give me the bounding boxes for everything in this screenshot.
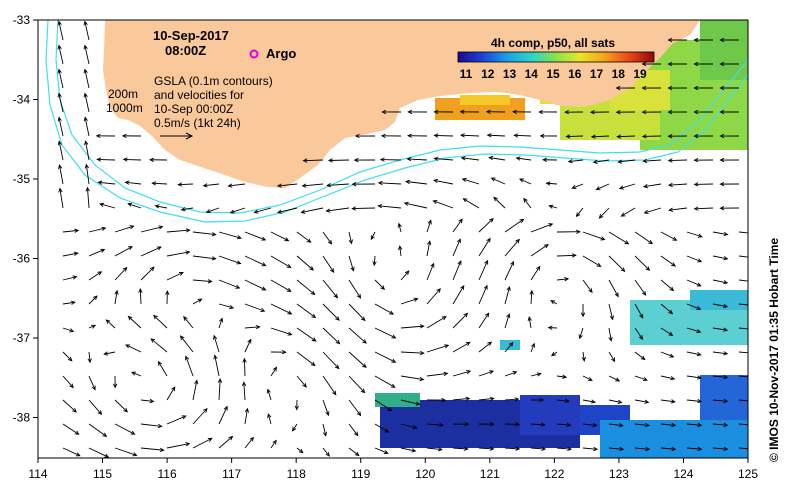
sst-patch-mid-2 [700, 375, 748, 420]
x-tick-label: 119 [351, 467, 370, 481]
sst-patch-orange-2 [460, 95, 510, 105]
colorbar-tick-label: 14 [525, 67, 539, 81]
x-tick-label: 120 [415, 467, 435, 481]
legend-line-4: 0.5m/s (1kt 24h) [154, 116, 241, 130]
x-tick-label: 115 [93, 467, 112, 481]
y-tick-label: -38 [13, 411, 31, 425]
colorbar-tick-label: 11 [460, 67, 473, 81]
y-tick-label: -36 [13, 252, 31, 266]
x-tick-label: 121 [480, 467, 500, 481]
x-axis-ticks: 114 115 116 117 118 119 120 121 122 123 124 125 [28, 458, 758, 481]
legend-line-2: and velocities for [154, 88, 244, 102]
x-tick-label: 117 [222, 467, 241, 481]
legend-line-3: 10-Sep 00:00Z [154, 102, 233, 116]
isobath-label-1000m: 1000m [106, 101, 143, 115]
x-tick-label: 118 [287, 467, 306, 481]
map-date: 10-Sep-2017 [153, 28, 229, 43]
colorbar-tick-label: 16 [568, 67, 582, 81]
colorbar-scale [458, 52, 654, 62]
colorbar-tick-label: 12 [481, 67, 495, 81]
y-tick-label: -34 [13, 93, 31, 107]
x-tick-label: 124 [673, 467, 693, 481]
isobath-label-200m: 200m [108, 87, 138, 101]
argo-label: Argo [266, 46, 296, 61]
sst-patch-green-edge [375, 393, 420, 407]
y-tick-label: -35 [13, 172, 31, 186]
colorbar-tick-label: 15 [546, 67, 560, 81]
x-tick-label: 122 [544, 467, 564, 481]
x-tick-label: 116 [158, 467, 177, 481]
sst-patch-cyan-3 [500, 340, 520, 350]
colorbar-tick-label: 13 [503, 67, 517, 81]
credit-text: © IMOS 10-Nov-2017 01:35 Hobart Time [767, 238, 781, 462]
y-tick-label: -37 [13, 331, 31, 345]
colorbar-tick-label: 19 [633, 67, 647, 81]
x-tick-label: 123 [609, 467, 629, 481]
y-axis-ticks: -33 -34 -35 -36 -37 -38 [13, 13, 38, 425]
legend-line-1: GSLA (0.1m contours) [154, 74, 273, 88]
x-tick-label: 114 [28, 467, 47, 481]
sst-patch-cold-2 [520, 395, 580, 435]
colorbar-tick-label: 18 [612, 67, 626, 81]
x-tick-label: 125 [738, 467, 758, 481]
map-time: 08:00Z [165, 43, 206, 58]
colorbar-tick-label: 17 [590, 67, 604, 81]
colorbar-title: 4h comp, p50, all sats [491, 36, 615, 50]
y-tick-label: -33 [13, 13, 31, 27]
sst-patch-green-ne [700, 20, 748, 80]
